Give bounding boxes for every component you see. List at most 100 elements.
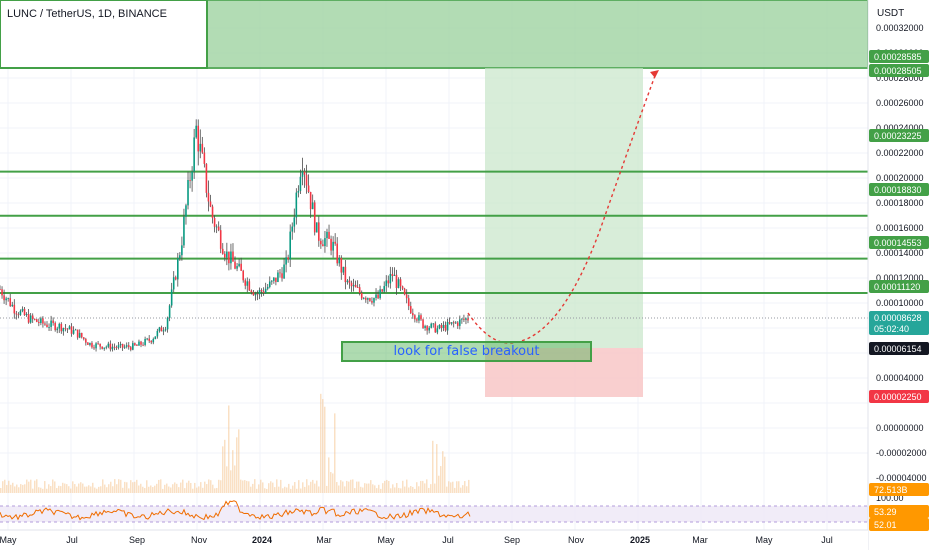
price-axis[interactable] xyxy=(868,0,932,550)
candle-body xyxy=(107,343,110,347)
candle-body xyxy=(142,344,144,346)
candle-body xyxy=(271,280,273,282)
candle-body xyxy=(203,152,206,164)
candle-body xyxy=(352,284,355,287)
volume-bar xyxy=(360,486,362,493)
volume-bar xyxy=(416,482,418,493)
volume-bar xyxy=(440,466,442,493)
candle-body xyxy=(236,266,238,269)
volume-bar xyxy=(162,488,164,493)
volume-bar xyxy=(450,482,452,493)
volume-bar xyxy=(200,482,202,493)
symbol-title[interactable]: LUNC / TetherUS, 1D, BINANCE xyxy=(7,8,167,20)
candle-body xyxy=(444,324,447,331)
candle-body xyxy=(158,327,161,331)
volume-bar xyxy=(128,488,130,493)
volume-bar xyxy=(286,487,288,493)
candle-body xyxy=(291,226,294,232)
price-badge-label: 52.01 xyxy=(874,520,897,530)
time-axis[interactable] xyxy=(0,530,868,550)
candle-body xyxy=(82,337,85,340)
volume-bar xyxy=(216,487,218,493)
resistance-zone[interactable] xyxy=(206,0,869,69)
volume-bar xyxy=(312,479,314,493)
volume-bar xyxy=(126,482,128,493)
price-tick: 100.00 xyxy=(876,493,904,503)
volume-bar xyxy=(352,479,354,493)
price-badge xyxy=(869,390,929,403)
candle-body xyxy=(383,286,386,292)
candle-body xyxy=(183,216,185,246)
profit-zone[interactable] xyxy=(485,68,643,348)
volume-bar xyxy=(78,483,80,493)
candle-body xyxy=(377,294,379,299)
candle-body xyxy=(164,329,167,331)
candle-body xyxy=(52,320,54,323)
candle-body xyxy=(109,343,112,350)
volume-bar xyxy=(60,486,62,493)
volume-bar xyxy=(72,481,74,493)
candle-body xyxy=(72,330,75,334)
price-tick: 0.00000000 xyxy=(876,423,924,433)
volume-bar xyxy=(324,406,326,493)
candle-body xyxy=(422,319,424,329)
volume-bar xyxy=(112,486,114,493)
candle-body xyxy=(132,343,134,350)
candle-body xyxy=(226,251,228,258)
candle-body xyxy=(360,292,363,299)
volume-bar xyxy=(406,479,408,493)
candle-body xyxy=(275,277,277,282)
candle-body xyxy=(242,270,244,281)
price-badge xyxy=(869,342,929,355)
candle-body xyxy=(48,326,50,328)
candle-body xyxy=(170,289,173,306)
candle-body xyxy=(174,277,177,280)
candle-body xyxy=(409,306,412,314)
false-breakout-note[interactable]: look for false breakout xyxy=(341,341,592,362)
candle-body xyxy=(448,322,451,324)
candle-body xyxy=(93,347,95,349)
volume-bar xyxy=(372,484,374,493)
volume-bar xyxy=(270,481,272,493)
candle-body xyxy=(389,273,392,284)
candle-body xyxy=(234,261,236,269)
candle-body xyxy=(268,281,271,287)
volume-bar xyxy=(454,487,456,493)
candle-body xyxy=(405,294,408,299)
candle-body xyxy=(64,328,67,329)
candle-body xyxy=(181,245,183,256)
volume-bar xyxy=(210,480,212,493)
currency-button[interactable]: USDT xyxy=(877,7,905,19)
candle-body xyxy=(407,298,410,307)
volume-bar xyxy=(98,486,100,493)
price-tick: 0.00022000 xyxy=(876,148,924,158)
volume-bar xyxy=(218,479,220,493)
volume-bar xyxy=(8,480,10,493)
price-tick: 0.00032000 xyxy=(876,23,924,33)
volume-bar xyxy=(158,479,160,493)
volume-bar xyxy=(214,488,216,493)
volume-bar xyxy=(52,479,54,493)
candle-body xyxy=(219,230,222,249)
candle-body xyxy=(99,343,101,347)
candle-body xyxy=(303,171,306,175)
volume-bar xyxy=(340,480,342,493)
volume-bar xyxy=(330,472,332,493)
candle-body xyxy=(13,304,16,314)
candle-body xyxy=(3,295,5,301)
candle-body xyxy=(348,280,351,283)
price-tick-labels: 0.000320000.000300000.000280000.00026000… xyxy=(876,23,927,503)
volume-bar xyxy=(132,482,134,493)
support-resistance-lines[interactable] xyxy=(0,170,868,295)
candle-body xyxy=(166,317,169,330)
volume-bar xyxy=(240,479,242,493)
volume-bar xyxy=(220,480,222,493)
candle-body xyxy=(70,326,73,334)
candle-body xyxy=(238,263,240,267)
volume-bar xyxy=(304,486,306,493)
candle-body xyxy=(29,315,32,323)
candle-body xyxy=(168,305,171,318)
loss-zone[interactable] xyxy=(485,348,643,397)
candle-body xyxy=(125,345,128,347)
